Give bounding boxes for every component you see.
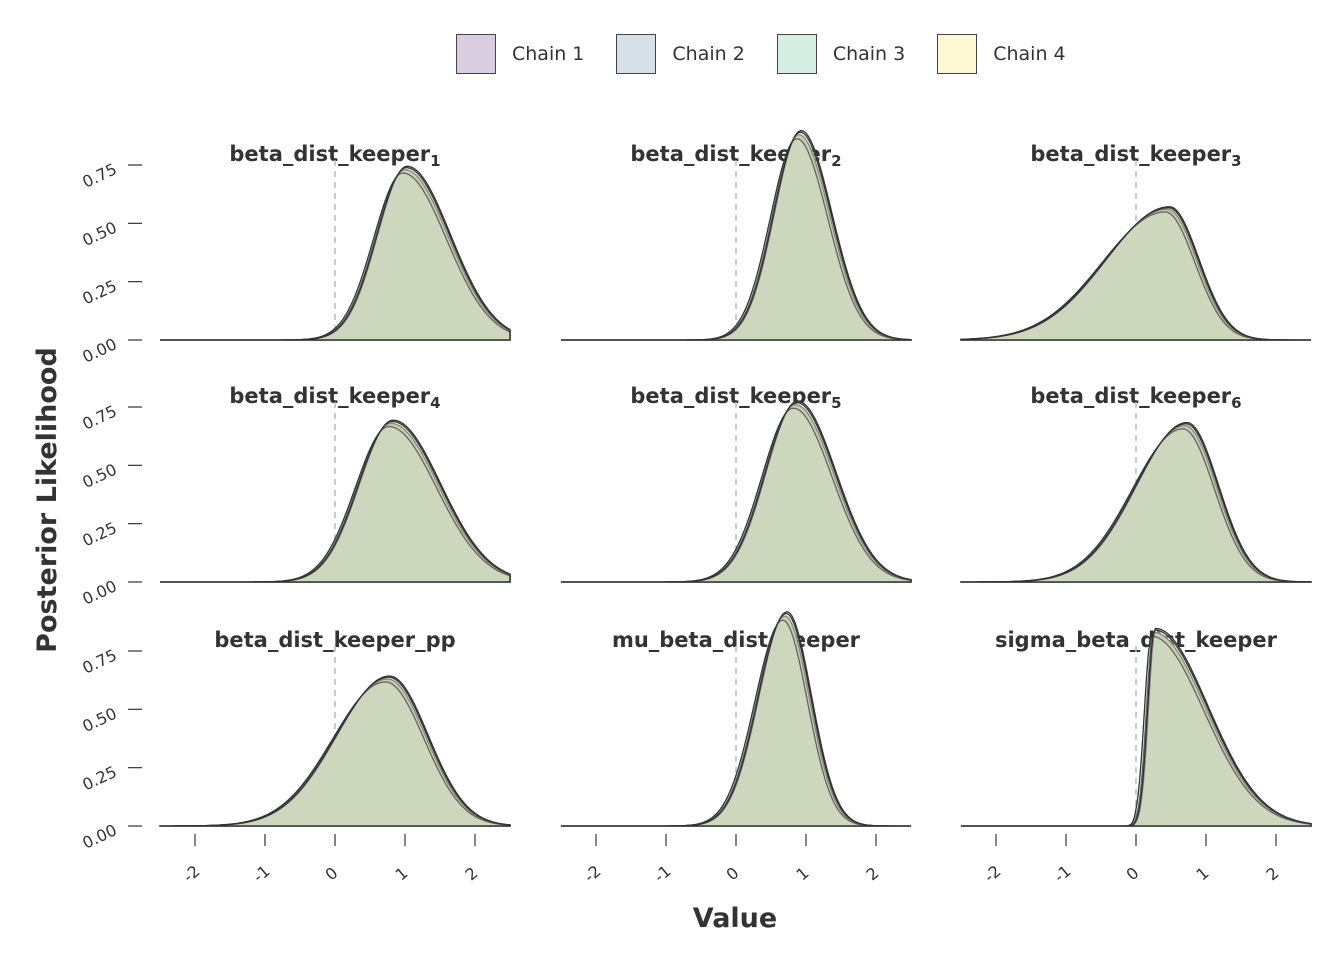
density-chain-4 — [960, 423, 1312, 583]
panel-title-text: beta_dist_keeper — [229, 384, 430, 408]
legend-label: Chain 1 — [512, 43, 585, 65]
panel-title-text: beta_dist_keeper — [1030, 142, 1231, 166]
panel-title: beta_dist_keeper5 — [630, 384, 841, 412]
y-tick-label: 0.00 — [79, 334, 119, 366]
legend-label: Chain 2 — [672, 43, 745, 65]
panel-6: beta_dist_keeper6 — [960, 384, 1312, 583]
density-chain-4 — [159, 676, 511, 827]
y-tick-label: 0.25 — [79, 518, 119, 550]
panel-1: beta_dist_keeper1 0.00 0.25 0.50 0.75 — [79, 142, 511, 367]
density-chain-4 — [160, 420, 511, 583]
panel-3: beta_dist_keeper3 — [960, 142, 1311, 341]
panel-title-text: beta_dist_keeper — [630, 384, 831, 408]
panel-title: beta_dist_keeper6 — [1030, 384, 1241, 412]
density-chain-4 — [960, 207, 1311, 341]
legend-label: Chain 4 — [993, 43, 1066, 65]
y-tick-label: 0.50 — [79, 218, 119, 250]
density-chain-4 — [961, 629, 1312, 827]
x-tick-label: 1 — [1192, 863, 1212, 884]
density-chain-4 — [160, 166, 511, 341]
panel-4: beta_dist_keeper4 0.00 0.25 0.50 0.75 — [79, 384, 511, 609]
density-chain-4 — [561, 131, 912, 341]
panel-title-subscript: 5 — [831, 394, 841, 412]
legend-key-chain-1 — [456, 34, 496, 74]
y-tick-label: 0.25 — [79, 762, 119, 794]
panel-5: beta_dist_keeper5 — [561, 384, 912, 583]
panel-title-subscript: 2 — [831, 152, 841, 170]
y-axis-title: Posterior Likelihood — [32, 347, 63, 653]
y-tick-label: 0.00 — [79, 576, 119, 608]
panel-title: beta_dist_keeper4 — [229, 384, 440, 412]
panel-2: beta_dist_keeper2 — [561, 129, 912, 341]
x-tick-label: -2 — [980, 861, 1004, 886]
x-tick-label: -2 — [179, 861, 203, 886]
y-tick-label: 0.75 — [79, 159, 119, 191]
legend-key-chain-4 — [937, 34, 978, 74]
legend-item-chain-2: Chain 2 — [616, 34, 762, 74]
legend-item-chain-3: Chain 3 — [776, 34, 923, 74]
x-tick-label: 2 — [1262, 863, 1282, 884]
panel-7: beta_dist_keeper_pp0.000.250.500.75-2 -1 0… — [79, 628, 511, 886]
x-tick-label: 0 — [722, 863, 742, 884]
panel-title-text: beta_dist_keeper — [229, 142, 430, 166]
x-tick-label: 1 — [792, 863, 812, 884]
x-tick-label: 0 — [321, 863, 341, 884]
x-tick-label: 0 — [1122, 863, 1142, 884]
panel-title-subscript: 6 — [1231, 394, 1241, 412]
y-tick-label: 0.75 — [79, 401, 119, 433]
panel-title-text: beta_dist_keeper — [1030, 384, 1231, 408]
panel-title-subscript: 3 — [1231, 152, 1241, 170]
density-chain-4 — [561, 401, 912, 583]
legend-item-chain-4: Chain 4 — [937, 34, 1083, 74]
legend-key-chain-2 — [616, 34, 657, 74]
panel-title-subscript: 4 — [430, 394, 440, 412]
density-chain-4 — [561, 612, 911, 827]
panel-9: sigma_beta_dist_keeper-2 -1 0 1 2 — [961, 627, 1312, 886]
legend-key-chain-3 — [776, 34, 817, 74]
x-tick-label: -1 — [249, 861, 273, 886]
x-tick-label: 1 — [391, 863, 411, 884]
x-tick-label: -1 — [1050, 861, 1074, 886]
y-tick-label: 0.00 — [79, 820, 119, 852]
legend-label: Chain 3 — [832, 43, 906, 65]
x-tick-label: 2 — [862, 863, 882, 884]
legend: Chain 1 Chain 2 Chain 3 Chain 4 — [456, 32, 1098, 76]
panel-title-subscript: 1 — [430, 152, 440, 170]
x-axis-title: Value — [693, 903, 777, 934]
panel-title: beta_dist_keeper3 — [1030, 142, 1241, 170]
y-tick-label: 0.50 — [79, 460, 119, 492]
y-tick-label: 0.75 — [79, 645, 119, 677]
x-tick-label: -1 — [650, 861, 674, 886]
y-tick-label: 0.50 — [79, 704, 119, 736]
x-tick-label: -2 — [580, 861, 604, 886]
panel-8: mu_beta_dist_keeper-2 -1 0 1 2 — [561, 611, 911, 886]
y-tick-label: 0.25 — [79, 276, 119, 308]
legend-item-chain-1: Chain 1 — [456, 34, 602, 74]
panel-title: beta_dist_keeper1 — [229, 142, 440, 170]
x-tick-label: 2 — [461, 863, 481, 884]
